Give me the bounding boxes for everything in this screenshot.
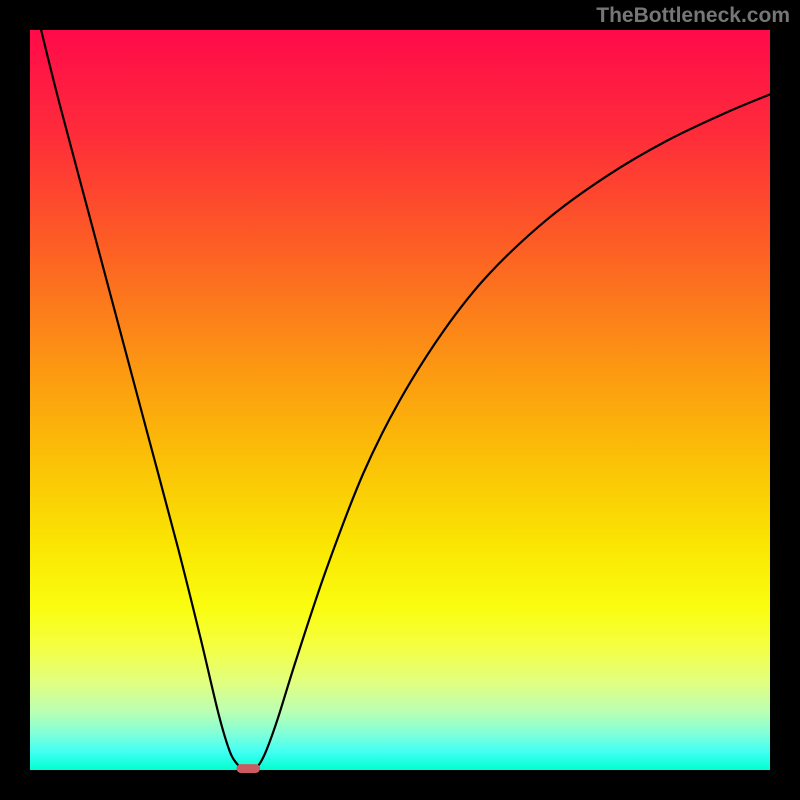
frame-border-left <box>0 0 30 800</box>
min-marker <box>236 764 260 773</box>
frame-border-bottom <box>0 770 800 800</box>
bottleneck-chart <box>0 0 800 800</box>
watermark-text: TheBottleneck.com <box>596 4 790 28</box>
frame-border-right <box>770 0 800 800</box>
